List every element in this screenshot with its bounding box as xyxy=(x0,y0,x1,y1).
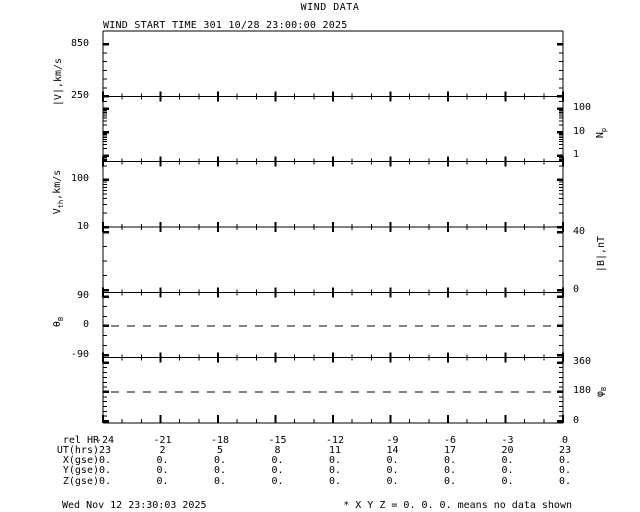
annotation-value: 0. xyxy=(271,475,284,487)
annotation-value: -12 xyxy=(325,434,345,446)
annotation-row-label: X(gse) xyxy=(62,455,99,467)
annotation-value: 0. xyxy=(213,465,227,477)
annotation-value: 0. xyxy=(328,455,342,467)
annotation-value: 0. xyxy=(558,465,572,477)
annotation-value: 0. xyxy=(501,455,514,467)
annotation-value: -3 xyxy=(501,434,514,446)
y-axis-tick-label: 10 xyxy=(573,125,586,137)
annotation-row-relhr: rel HR -24 -21 -18 -15 -12 -9 -6 -3 0 xyxy=(0,434,640,447)
annotation-value: 20 xyxy=(501,444,514,456)
annotation-value: 0. xyxy=(558,475,572,487)
annotation-value: 0 xyxy=(561,434,569,446)
annotation-value: 8 xyxy=(274,444,281,456)
annotation-row-uthrs: UT(hrs) 23 2 5 8 11 14 17 20 23 xyxy=(0,444,640,457)
annotation-row-ygse: Y(gse) 0. 0. 0. 0. 0. 0. 0. 0. 0. xyxy=(0,466,640,477)
annotation-value: 0. xyxy=(156,455,169,467)
y-axis-tick-label: 0 xyxy=(573,414,580,426)
y-axis-tick-label: 180 xyxy=(573,385,592,397)
annotation-value: 0. xyxy=(501,475,514,487)
annotation-value: 0. xyxy=(213,455,227,467)
annotation-value: 0. xyxy=(156,465,169,477)
annotation-value: 0. xyxy=(443,465,457,477)
annotation-value: 0. xyxy=(213,475,227,487)
annotation-row-label: Y(gse) xyxy=(62,465,99,477)
y-axis-tick-label: 360 xyxy=(573,356,592,368)
annotation-row-xgse: X(gse) 0. 0. 0. 0. 0. 0. 0. 0. 0. xyxy=(0,456,640,467)
start-time-label: WIND START TIME 301 10/28 23:00:00 2025 xyxy=(103,20,348,31)
annotation-value: 0. xyxy=(271,455,284,467)
annotation-value: 0. xyxy=(386,455,399,467)
y-axis-tick-label: 10 xyxy=(76,220,89,232)
annotation-row-label: UT(hrs) xyxy=(56,444,99,456)
annotation-value: -6 xyxy=(443,434,457,446)
y-axis-tick-label: 850 xyxy=(70,37,89,49)
annotation-row-label: rel HR xyxy=(62,434,99,446)
generated-timestamp: Wed Nov 12 23:30:03 2025 xyxy=(62,500,207,511)
annotation-value: 0. xyxy=(98,475,112,487)
annotation-value: 0. xyxy=(271,465,284,477)
annotation-value: 0. xyxy=(328,475,342,487)
y-axis-tick-label: 90 xyxy=(76,290,89,302)
annotation-value: 0. xyxy=(156,475,169,487)
annotation-value: 0. xyxy=(386,465,399,477)
annotation-value: 0. xyxy=(558,455,572,467)
annotation-value: 0. xyxy=(501,465,514,477)
annotation-value: 17 xyxy=(443,444,457,456)
annotation-value: 0. xyxy=(443,455,457,467)
y-axis-tick-label: 100 xyxy=(573,102,592,114)
annotation-value: -24 xyxy=(95,434,115,446)
annotation-value: -9 xyxy=(386,434,399,446)
annotation-value: 0. xyxy=(443,475,457,487)
annotation-value: 0. xyxy=(98,455,112,467)
chart-title: WIND DATA xyxy=(300,2,360,13)
annotation-row-label: Z(gse) xyxy=(62,475,99,487)
annotation-value: 2 xyxy=(159,444,166,456)
annotation-value: 5 xyxy=(216,444,224,456)
y-axis-tick-label: 0 xyxy=(573,283,580,295)
annotation-value: -15 xyxy=(268,434,287,446)
annotation-value: -18 xyxy=(210,434,230,446)
annotation-value: 0. xyxy=(98,465,112,477)
annotation-value: 23 xyxy=(558,444,572,456)
y-axis-tick-label: 1 xyxy=(573,149,580,161)
annotation-value: 11 xyxy=(328,444,342,456)
y-axis-tick-label: 100 xyxy=(70,173,89,185)
y-axis-tick-label: -90 xyxy=(70,348,89,360)
annotation-value: -21 xyxy=(153,434,172,446)
y-axis-tick-label: 250 xyxy=(70,89,89,101)
annotation-value: 0. xyxy=(328,465,342,477)
no-data-note: * X Y Z = 0. 0. 0. means no data shown xyxy=(343,500,572,511)
annotation-row-zgse: Z(gse) 0. 0. 0. 0. 0. 0. 0. 0. 0. xyxy=(0,475,640,488)
y-axis-tick-label: 40 xyxy=(573,225,586,237)
annotation-value: 0. xyxy=(386,475,399,487)
annotation-value: 14 xyxy=(386,444,399,456)
annotation-value: 23 xyxy=(98,444,112,456)
y-axis-tick-label: 0 xyxy=(82,319,89,331)
